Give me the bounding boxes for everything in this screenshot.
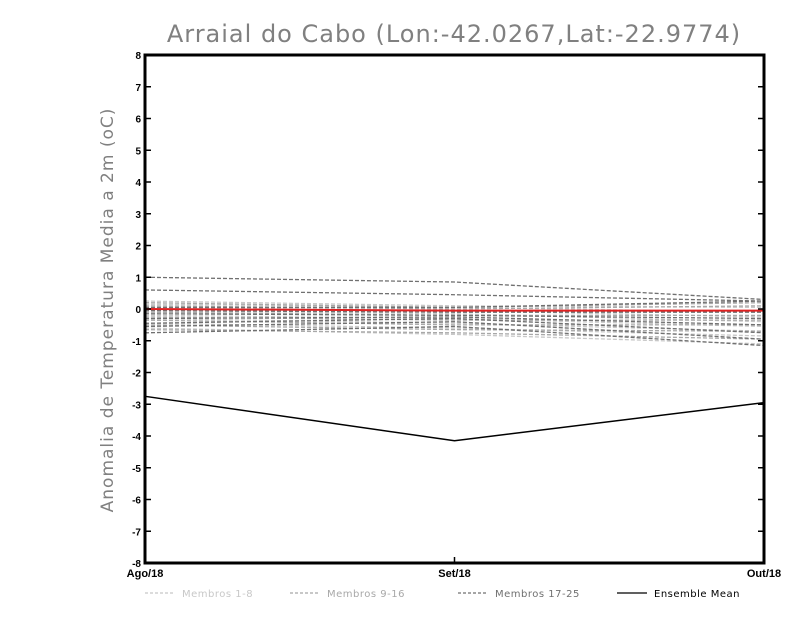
x-ticks: Ago/18 Set/18 Out/18 <box>127 557 781 580</box>
y-tick-label: -1 <box>132 337 141 348</box>
y-tick-label: -3 <box>132 400 141 411</box>
legend: Membros 1-8 Membros 9-16 Membros 17-25 Ense… <box>145 589 740 600</box>
ensemble-mean-line <box>144 395 765 442</box>
x-tick-label: Ago/18 <box>127 568 164 580</box>
member-line-g3-6 <box>144 316 765 326</box>
y-tick-label: 5 <box>135 146 141 157</box>
y-tick-label: -7 <box>132 527 141 538</box>
member-line-g3-1 <box>144 276 765 301</box>
y-axis-label: Anomalia de Temperatura Media a 2m (oC) <box>98 108 118 513</box>
legend-label-3: Membros 17-25 <box>495 589 580 600</box>
member-line-g3-8 <box>144 321 765 340</box>
y-tick-label: -8 <box>132 559 141 570</box>
chart-title: Arraial do Cabo (Lon:-42.0267,Lat:-22.97… <box>167 20 741 48</box>
member-line-g1-1 <box>144 300 765 309</box>
member-line-g2-7 <box>144 324 765 332</box>
y-tick-label: 7 <box>135 83 141 94</box>
legend-label-1: Membros 1-8 <box>182 589 253 600</box>
y-tick-label: 4 <box>135 178 141 189</box>
x-tick-label: Out/18 <box>747 568 781 580</box>
member-line-g3-5 <box>144 313 765 320</box>
y-tick-label: -5 <box>132 464 141 475</box>
y-tick-label: -2 <box>132 369 141 380</box>
y-tick-label: 3 <box>135 210 141 221</box>
x-tick-label: Set/18 <box>438 568 470 580</box>
y-tick-label: 6 <box>135 115 141 126</box>
y-tick-label: 1 <box>135 273 141 284</box>
y-tick-label: 2 <box>135 242 141 253</box>
y-tick-label: -4 <box>132 432 141 443</box>
member-line-g3-4 <box>144 309 764 313</box>
member-line-g3-2 <box>144 289 765 302</box>
y-tick-label: -6 <box>132 496 141 507</box>
reference-line <box>144 308 764 312</box>
member-line-g3-3 <box>145 300 765 309</box>
member-line-g3-9 <box>144 325 765 347</box>
legend-label-4: Ensemble Mean <box>654 589 740 600</box>
y-tick-label: 0 <box>135 305 141 316</box>
y-ticks: -8 -7 -6 -5 -4 -3 -2 -1 0 1 2 3 4 5 6 7 8 <box>132 51 764 570</box>
plot-lines <box>144 276 765 442</box>
member-line-g3-7 <box>144 317 765 334</box>
member-line-g1-6 <box>144 317 765 332</box>
legend-label-2: Membros 9-16 <box>327 589 405 600</box>
y-tick-label: 8 <box>135 51 141 62</box>
